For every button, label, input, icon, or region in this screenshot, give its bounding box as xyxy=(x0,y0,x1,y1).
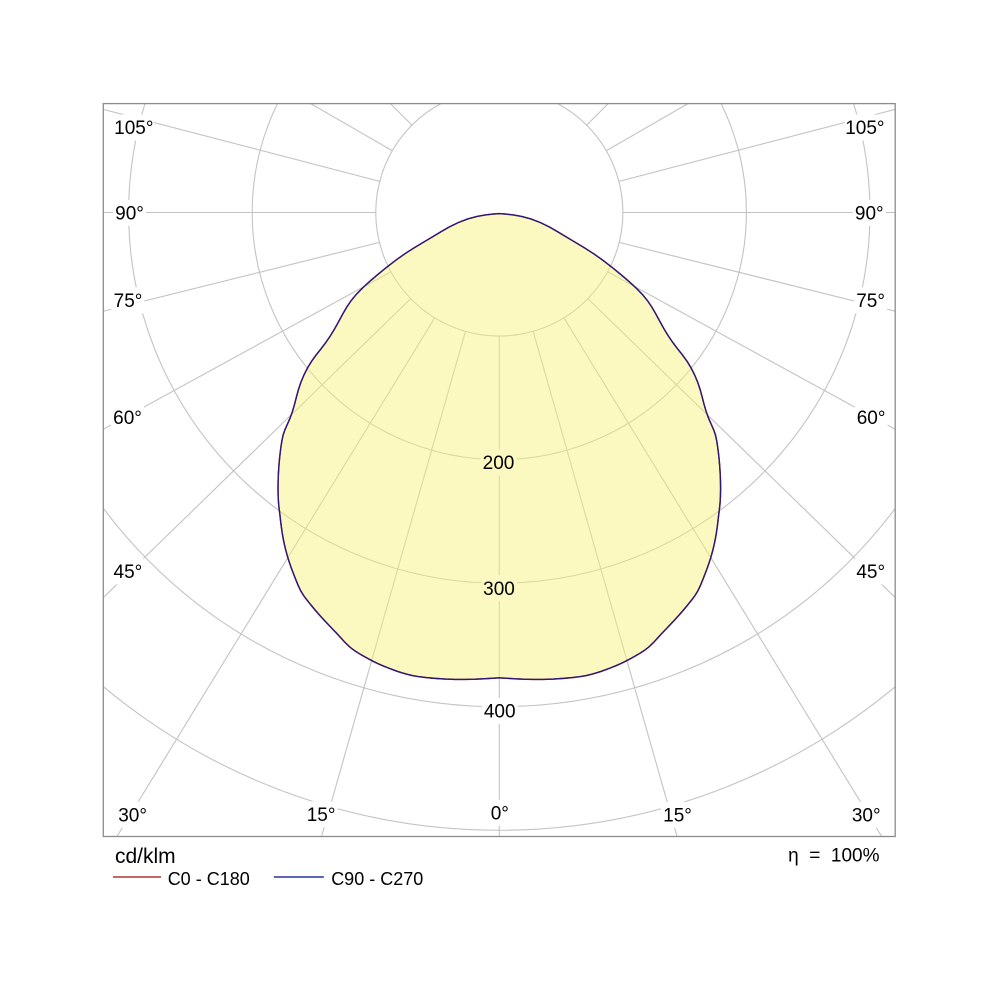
svg-text:30°: 30° xyxy=(852,806,881,827)
svg-text:45°: 45° xyxy=(856,562,885,583)
svg-text:60°: 60° xyxy=(857,408,886,429)
svg-text:0°: 0° xyxy=(491,804,509,825)
svg-text:90°: 90° xyxy=(115,204,144,225)
svg-text:30°: 30° xyxy=(118,806,147,827)
svg-text:300: 300 xyxy=(483,579,515,600)
svg-text:105°: 105° xyxy=(845,118,884,139)
svg-text:200: 200 xyxy=(483,453,515,474)
svg-text:75°: 75° xyxy=(856,291,885,312)
svg-text:105°: 105° xyxy=(114,118,153,139)
svg-text:η = 100%: η = 100% xyxy=(788,846,879,867)
svg-text:15°: 15° xyxy=(663,806,692,827)
svg-text:C0 - C180: C0 - C180 xyxy=(168,869,250,889)
svg-text:C90 - C270: C90 - C270 xyxy=(331,869,423,889)
svg-text:60°: 60° xyxy=(113,408,142,429)
svg-text:75°: 75° xyxy=(114,291,143,312)
svg-text:400: 400 xyxy=(484,702,516,723)
svg-text:15°: 15° xyxy=(307,805,336,826)
svg-text:cd/klm: cd/klm xyxy=(115,845,176,868)
svg-text:45°: 45° xyxy=(114,562,143,583)
svg-text:90°: 90° xyxy=(855,204,884,225)
